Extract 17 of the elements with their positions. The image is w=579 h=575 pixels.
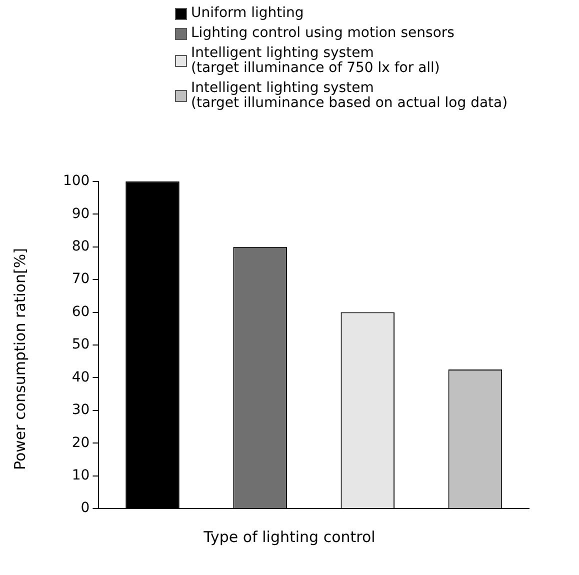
y-tick-label: 70 <box>72 271 90 288</box>
y-tick-label: 0 <box>80 500 90 516</box>
y-tick-label: 20 <box>72 434 90 451</box>
y-tick-label: 90 <box>72 206 90 222</box>
y-tick-label: 50 <box>72 336 90 353</box>
y-tick-label: 80 <box>72 238 90 254</box>
legend-label: Intelligent lighting system (target illuminance of 750 lx for all) <box>191 45 440 76</box>
x-axis-title: Type of lighting control <box>202 528 376 546</box>
y-tick-label: 30 <box>72 402 90 418</box>
legend-label: Uniform lighting <box>191 5 304 21</box>
legend-label: Intelligent lighting system (target illuminance based on actual log data) <box>191 80 508 111</box>
y-tick-label: 40 <box>72 369 90 386</box>
legend-label: Lighting control using motion sensors <box>191 25 454 41</box>
y-axis-title: Power consumption ration[%] <box>11 246 29 472</box>
y-tick-label: 60 <box>72 304 90 320</box>
y-tick-label: 10 <box>72 468 90 484</box>
y-tick-label: 100 <box>62 173 90 190</box>
